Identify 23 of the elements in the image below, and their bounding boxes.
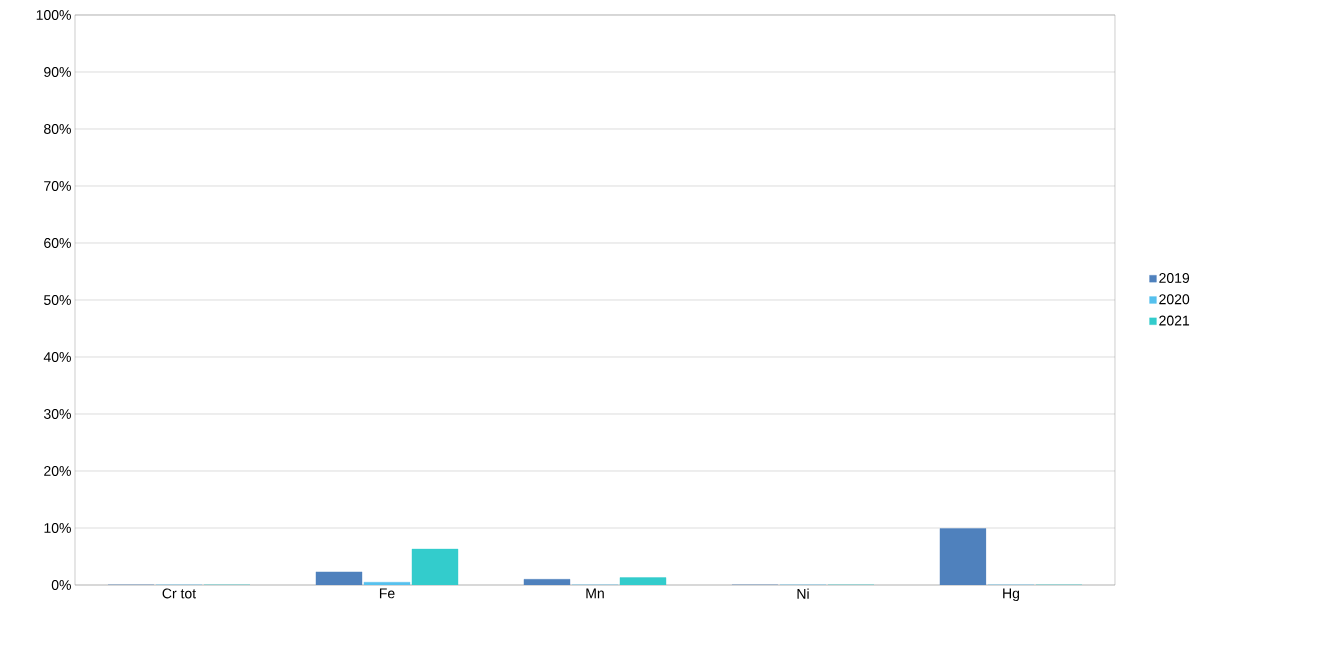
legend-label: 2020	[1159, 294, 1190, 305]
y-tick-label: 90%	[44, 67, 71, 77]
bar	[315, 571, 363, 585]
y-tick-label: 80%	[44, 124, 71, 134]
bar	[523, 579, 571, 585]
x-tick-label: Hg	[1003, 588, 1020, 602]
bar	[939, 528, 987, 585]
y-tick-label: 40%	[43, 352, 71, 362]
y-tick-label: 20%	[44, 466, 71, 476]
legend-label: 2019	[1159, 273, 1190, 283]
y-tick-label: 100%	[36, 10, 71, 20]
y-tick-label: 0%	[51, 580, 71, 590]
y-tick-label: 70%	[44, 181, 71, 191]
x-tick-label: Ni	[797, 588, 809, 599]
x-tick-label: Fe	[379, 588, 395, 599]
y-tick-label: 50%	[44, 295, 71, 305]
y-tick-label: 30%	[43, 409, 71, 419]
x-tick-label: Mn	[586, 588, 604, 599]
legend-label: 2021	[1159, 315, 1190, 326]
y-tick-label: 10%	[44, 523, 71, 533]
y-tick-label: 60%	[44, 238, 71, 248]
x-tick-label: Cr tot	[162, 588, 196, 599]
bar	[363, 581, 411, 585]
